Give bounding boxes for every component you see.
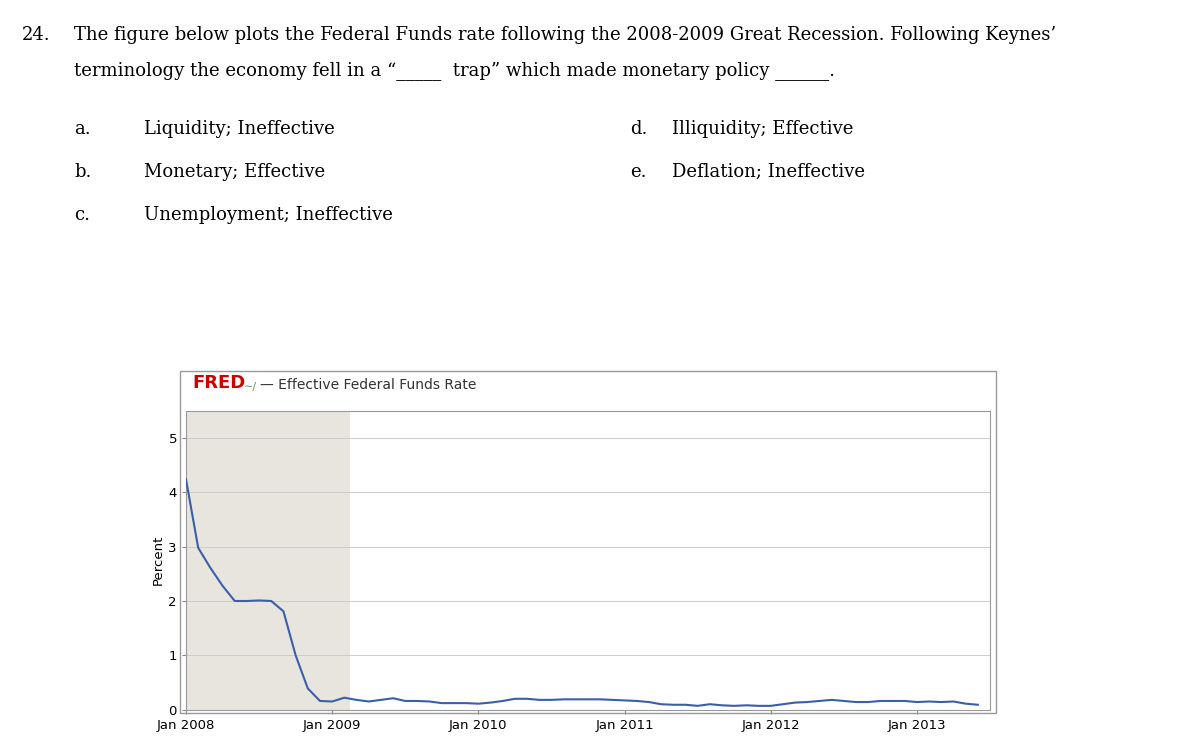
Text: — Effective Federal Funds Rate: — Effective Federal Funds Rate	[260, 378, 476, 392]
Text: Unemployment; Ineffective: Unemployment; Ineffective	[144, 206, 392, 224]
Text: e.: e.	[630, 163, 647, 181]
Text: c.: c.	[74, 206, 90, 224]
Text: ∼/: ∼/	[244, 382, 257, 392]
Text: terminology the economy fell in a “_____  trap” which made monetary policy _____: terminology the economy fell in a “_____…	[74, 61, 835, 80]
Bar	[186, 411, 350, 710]
Text: Monetary; Effective: Monetary; Effective	[144, 163, 325, 181]
Text: a.: a.	[74, 120, 91, 137]
Text: d.: d.	[630, 120, 647, 137]
Bar	[350, 411, 997, 710]
Text: The figure below plots the Federal Funds rate following the 2008-2009 Great Rece: The figure below plots the Federal Funds…	[74, 26, 1057, 44]
Text: Illiquidity; Effective: Illiquidity; Effective	[672, 120, 853, 137]
Text: Liquidity; Ineffective: Liquidity; Ineffective	[144, 120, 335, 137]
Y-axis label: Percent: Percent	[151, 535, 164, 586]
Text: Deflation; Ineffective: Deflation; Ineffective	[672, 163, 865, 181]
Text: b.: b.	[74, 163, 91, 181]
Text: 24.: 24.	[22, 26, 50, 44]
Text: FRED: FRED	[192, 374, 245, 392]
